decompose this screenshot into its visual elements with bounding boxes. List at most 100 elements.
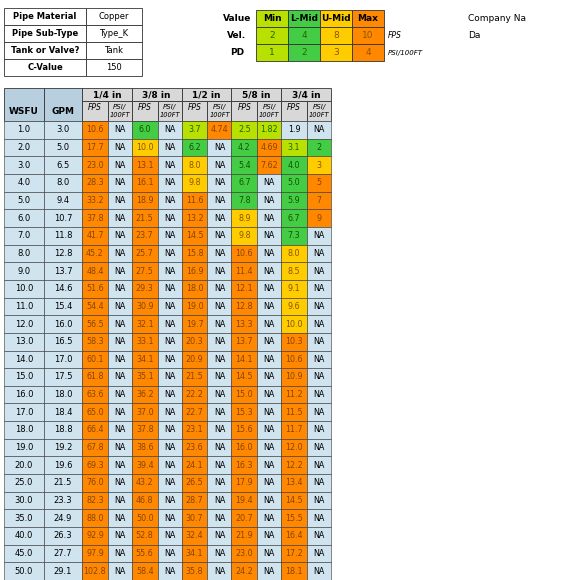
Text: 41.7: 41.7 xyxy=(86,231,104,240)
Text: NA: NA xyxy=(263,178,275,187)
Bar xyxy=(256,27,288,44)
Text: NA: NA xyxy=(164,390,175,399)
Bar xyxy=(208,227,231,245)
Text: NA: NA xyxy=(164,355,175,364)
Bar xyxy=(86,59,142,76)
Bar xyxy=(281,88,331,101)
Text: 17.0: 17.0 xyxy=(54,355,72,364)
Bar xyxy=(82,527,108,545)
Text: NA: NA xyxy=(164,302,175,311)
Bar xyxy=(132,191,158,209)
Bar xyxy=(82,368,108,386)
Text: NA: NA xyxy=(164,161,175,169)
Bar xyxy=(44,350,82,368)
Text: NA: NA xyxy=(114,443,125,452)
Text: 6.7: 6.7 xyxy=(238,178,251,187)
Bar xyxy=(158,101,182,121)
Bar xyxy=(182,438,208,456)
Text: 3.7: 3.7 xyxy=(188,125,201,135)
Text: NA: NA xyxy=(214,372,225,382)
Bar xyxy=(231,227,258,245)
Bar xyxy=(4,245,44,262)
Bar xyxy=(132,156,158,174)
Bar xyxy=(4,368,44,386)
Text: NA: NA xyxy=(214,443,225,452)
Bar xyxy=(4,404,44,421)
Text: NA: NA xyxy=(114,143,125,152)
Text: 12.0: 12.0 xyxy=(15,320,33,328)
Text: 18.4: 18.4 xyxy=(54,408,72,417)
Text: 18.8: 18.8 xyxy=(54,426,72,434)
Bar xyxy=(258,174,281,191)
Text: 4: 4 xyxy=(365,48,371,57)
Text: NA: NA xyxy=(313,549,325,558)
Bar xyxy=(182,545,208,563)
Text: 30.7: 30.7 xyxy=(186,514,204,523)
Text: NA: NA xyxy=(263,567,275,576)
Text: FPS: FPS xyxy=(187,103,201,113)
Text: 29.3: 29.3 xyxy=(136,284,154,293)
Text: NA: NA xyxy=(313,231,325,240)
Text: NA: NA xyxy=(313,355,325,364)
Text: NA: NA xyxy=(263,390,275,399)
Text: NA: NA xyxy=(214,426,225,434)
Text: 15.4: 15.4 xyxy=(54,302,72,311)
Bar xyxy=(44,227,82,245)
Text: 3.0: 3.0 xyxy=(17,161,31,169)
Text: 2.0: 2.0 xyxy=(17,143,31,152)
Text: 13.7: 13.7 xyxy=(54,267,72,276)
Text: U-Mid: U-Mid xyxy=(321,14,351,23)
Text: 15.0: 15.0 xyxy=(15,372,33,382)
Bar xyxy=(231,545,258,563)
Bar xyxy=(231,563,258,580)
Text: NA: NA xyxy=(114,426,125,434)
Bar xyxy=(307,191,331,209)
Text: 38.6: 38.6 xyxy=(136,443,154,452)
Text: 6.2: 6.2 xyxy=(188,143,201,152)
Text: 60.1: 60.1 xyxy=(86,355,104,364)
Bar xyxy=(82,333,108,350)
Text: NA: NA xyxy=(263,531,275,541)
Text: NA: NA xyxy=(313,320,325,328)
Bar xyxy=(281,227,307,245)
Bar xyxy=(4,474,44,492)
Bar xyxy=(208,315,231,333)
Bar xyxy=(82,456,108,474)
Bar xyxy=(182,280,208,298)
Bar xyxy=(182,209,208,227)
Text: 9.1: 9.1 xyxy=(288,284,300,293)
Text: 18.0: 18.0 xyxy=(186,284,204,293)
Text: 7.3: 7.3 xyxy=(288,231,300,240)
Bar xyxy=(82,209,108,227)
Text: 39.4: 39.4 xyxy=(136,461,154,470)
Text: NA: NA xyxy=(313,426,325,434)
Text: 48.4: 48.4 xyxy=(86,267,104,276)
Bar xyxy=(182,492,208,509)
Text: NA: NA xyxy=(164,249,175,258)
Bar xyxy=(208,563,231,580)
Bar xyxy=(82,350,108,368)
Bar xyxy=(132,350,158,368)
Text: Da: Da xyxy=(468,31,480,40)
Text: 4.2: 4.2 xyxy=(238,143,251,152)
Text: NA: NA xyxy=(164,478,175,487)
Text: 11.4: 11.4 xyxy=(235,267,253,276)
Text: NA: NA xyxy=(114,161,125,169)
Bar xyxy=(208,386,231,404)
Text: 35.0: 35.0 xyxy=(14,514,33,523)
Text: PSI/: PSI/ xyxy=(313,104,326,110)
Bar xyxy=(231,368,258,386)
Bar xyxy=(231,88,281,101)
Bar xyxy=(231,386,258,404)
Text: 4.74: 4.74 xyxy=(211,125,229,135)
Bar xyxy=(44,386,82,404)
Bar xyxy=(231,298,258,315)
Bar xyxy=(320,10,352,27)
Text: 8.0: 8.0 xyxy=(56,178,70,187)
Text: 5.0: 5.0 xyxy=(56,143,70,152)
Text: NA: NA xyxy=(214,231,225,240)
Text: PD: PD xyxy=(230,48,244,57)
Text: NA: NA xyxy=(214,390,225,399)
Bar xyxy=(320,44,352,61)
Bar xyxy=(208,298,231,315)
